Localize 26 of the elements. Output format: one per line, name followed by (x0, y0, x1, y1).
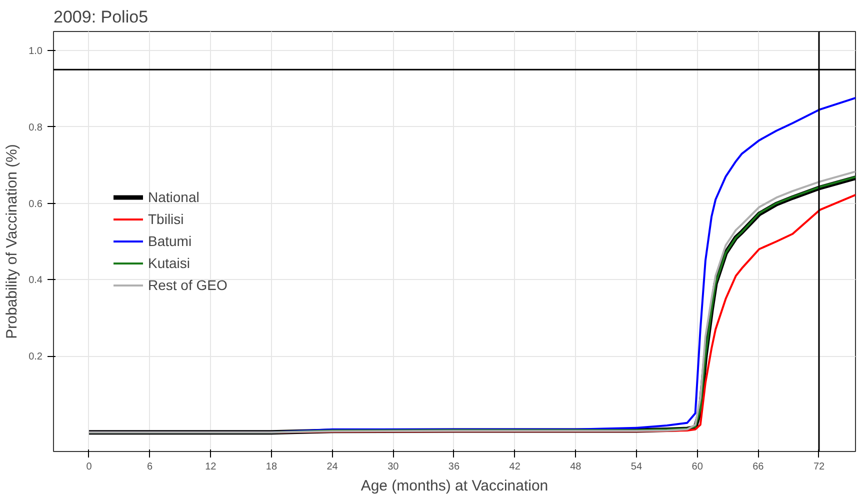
legend-label: Kutaisi (148, 255, 190, 271)
y-axis-title: Probability of Vaccination (%) (4, 144, 21, 339)
legend-label: Tbilisi (148, 211, 184, 227)
x-tick-label: 66 (752, 462, 764, 472)
x-axis-title: Age (months) at Vaccination (360, 478, 548, 494)
x-tick-label: 72 (813, 462, 825, 472)
y-tick-label: 0.4 (28, 275, 43, 286)
legend-label: Rest of GEO (148, 277, 228, 293)
legend-label: National (148, 189, 200, 205)
x-tick-label: 36 (448, 462, 460, 472)
y-tick-label: 0.8 (28, 122, 43, 134)
x-tick-label: 18 (266, 462, 278, 472)
x-tick-label: 48 (570, 462, 582, 472)
x-tick-label: 42 (509, 462, 521, 472)
y-tick-label: 0.6 (28, 198, 43, 210)
x-tick-label: 6 (147, 462, 154, 472)
x-tick-label: 60 (692, 462, 704, 472)
x-tick-label: 12 (205, 462, 217, 472)
chart-title: 2009: Polio5 (54, 8, 148, 26)
y-tick-label: 1.0 (28, 46, 43, 58)
x-tick-label: 30 (388, 462, 400, 472)
y-tick-label: 0.2 (28, 352, 43, 363)
x-tick-label: 54 (630, 462, 642, 472)
x-tick-label: 24 (326, 462, 338, 472)
legend-label: Batumi (148, 233, 192, 249)
x-tick-label: 0 (86, 462, 92, 472)
